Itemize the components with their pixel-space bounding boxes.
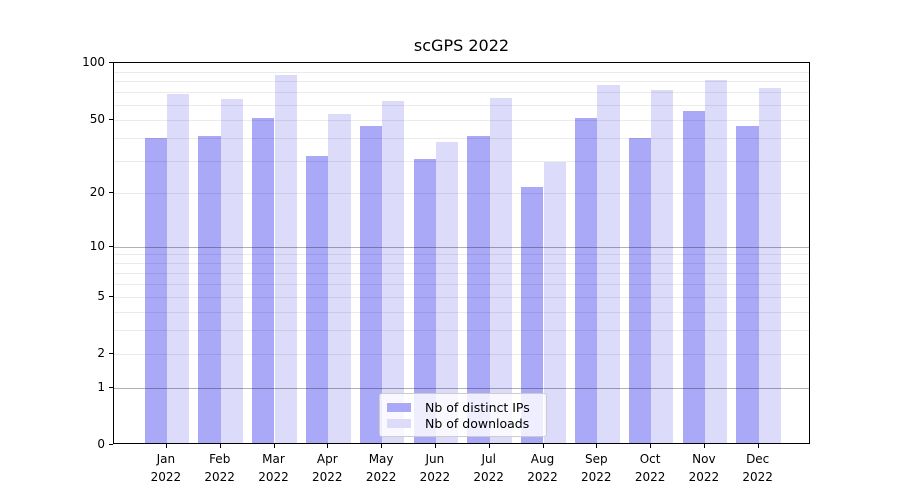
y-tick-label-0: 0: [97, 437, 105, 451]
gridline-minor-8: [114, 263, 809, 265]
x-tick-may: [381, 444, 383, 448]
gridline-minor-70: [114, 92, 809, 94]
x-tick-oct: [650, 444, 652, 448]
gridline-minor-20: [114, 193, 809, 194]
bar-downloads-sep: [597, 84, 620, 443]
x-tick-aug: [542, 444, 544, 448]
gridline-minor-6: [114, 283, 809, 285]
gridline-minor-80: [114, 81, 809, 83]
legend: Nb of distinct IPs Nb of downloads: [379, 393, 547, 437]
y-tick-0: [109, 444, 113, 445]
y-tick-50: [109, 118, 113, 120]
gridline-minor-4: [114, 311, 809, 313]
y-tick-1: [109, 386, 113, 388]
x-tick-sep: [596, 444, 598, 448]
y-tick-2: [109, 353, 113, 355]
bar-ips-jun: [413, 158, 436, 443]
x-tick-label-feb: Feb 2022: [204, 452, 235, 484]
bar-downloads-jun: [435, 141, 459, 443]
gridline-minor-50: [114, 119, 809, 121]
x-tick-apr: [327, 444, 329, 448]
x-tick-mar: [273, 444, 275, 448]
bar-downloads-mar: [274, 75, 297, 443]
gridline-minor-90: [114, 71, 809, 73]
gridline-minor-60: [114, 104, 809, 106]
x-tick-feb: [219, 444, 221, 448]
x-tick-label-oct: Oct 2022: [634, 452, 666, 484]
legend-label-ips: Nb of distinct IPs: [425, 399, 530, 415]
gridline-minor-9: [114, 254, 809, 256]
gridline-minor-7: [114, 272, 809, 274]
legend-swatch-downloads: [387, 418, 411, 428]
bar-ips-feb: [198, 135, 221, 443]
bar-downloads-oct: [651, 90, 674, 443]
bar-ips-sep: [574, 117, 598, 443]
bar-ips-mar: [252, 117, 275, 443]
x-tick-label-jan: Jan 2022: [150, 452, 182, 484]
x-tick-jan: [165, 444, 167, 448]
y-tick-100: [109, 62, 113, 63]
x-tick-label-dec: Dec 2022: [742, 452, 773, 484]
bar-downloads-apr: [328, 114, 351, 443]
y-tick-5: [109, 295, 113, 297]
y-tick-label-50: 50: [89, 111, 105, 126]
x-tick-jun: [434, 444, 436, 448]
x-tick-label-jul: Jul 2022: [473, 452, 504, 484]
bar-downloads-aug: [543, 161, 566, 443]
x-tick-label-nov: Nov 2022: [688, 452, 720, 484]
gridline-minor-2: [114, 354, 809, 356]
bar-ips-nov: [682, 111, 705, 443]
y-tick-label-5: 5: [97, 288, 105, 303]
x-tick-label-apr: Apr 2022: [312, 452, 343, 484]
x-tick-label-mar: Mar 2022: [258, 452, 289, 484]
bar-downloads-jan: [166, 93, 190, 443]
y-tick-label-10: 10: [89, 238, 105, 253]
bar-ips-jul: [467, 135, 490, 443]
gridline-major-10: [114, 246, 809, 248]
y-tick-label-20: 20: [89, 185, 105, 199]
bar-downloads-jul: [489, 97, 513, 443]
legend-label-downloads: Nb of downloads: [425, 415, 530, 431]
bar-downloads-may: [382, 101, 405, 443]
bar-downloads-feb: [220, 98, 244, 443]
legend-item-downloads: Nb of downloads: [387, 415, 538, 431]
bar-ips-dec: [736, 126, 759, 443]
legend-swatch-ips: [387, 402, 411, 412]
x-tick-label-sep: Sep 2022: [581, 452, 612, 484]
bar-downloads-nov: [704, 80, 728, 443]
x-tick-label-aug: Aug 2022: [527, 452, 558, 484]
y-tick-label-100: 100: [82, 55, 105, 69]
x-tick-nov: [703, 444, 705, 448]
x-tick-dec: [757, 444, 759, 448]
bar-ips-may: [359, 126, 383, 443]
bar-downloads-dec: [758, 87, 782, 443]
x-tick-label-jun: Jun 2022: [419, 452, 451, 484]
y-tick-label-2: 2: [97, 346, 105, 361]
y-tick-label-1: 1: [97, 379, 105, 394]
gridline-minor-30: [114, 160, 809, 162]
plot-area: Nb of distinct IPs Nb of downloads: [113, 62, 810, 444]
x-tick-label-may: May 2022: [365, 452, 397, 484]
gridline-minor-3: [114, 330, 809, 332]
gridline-minor-5: [114, 296, 809, 298]
chart-title: scGPS 2022: [413, 36, 510, 55]
y-tick-10: [109, 245, 113, 247]
bar-ips-aug: [521, 187, 544, 443]
bar-ips-oct: [628, 137, 652, 443]
y-tick-20: [109, 192, 113, 193]
gridline-minor-40: [114, 137, 809, 139]
bar-ips-jan: [144, 137, 167, 443]
bar-ips-apr: [305, 156, 329, 443]
x-tick-jul: [488, 444, 490, 448]
legend-item-distinct-ips: Nb of distinct IPs: [387, 399, 538, 415]
gridline-major-1: [114, 387, 809, 389]
